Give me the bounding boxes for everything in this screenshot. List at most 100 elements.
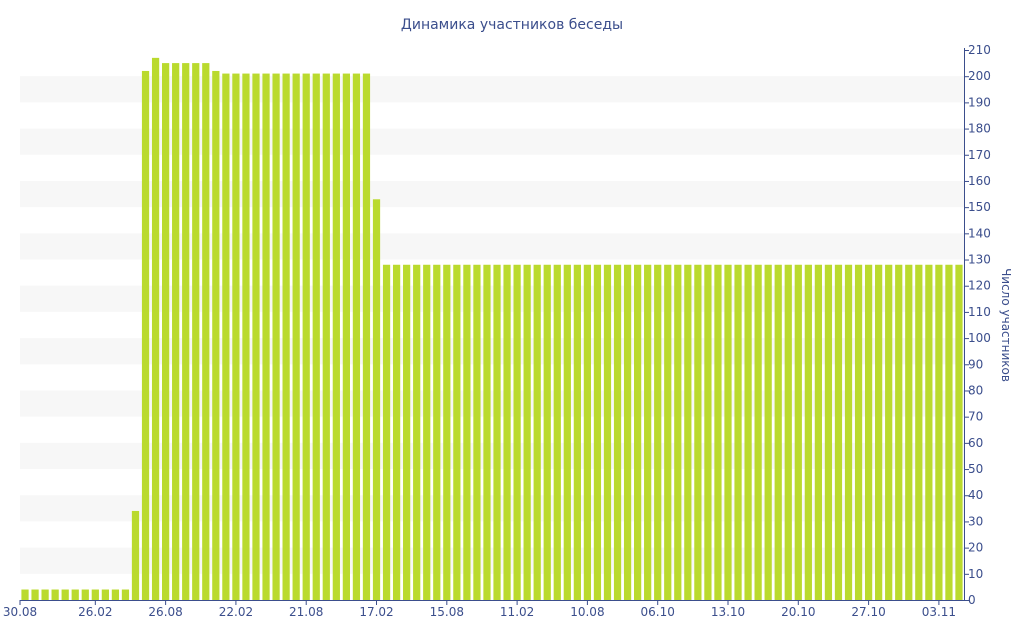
bar [563,264,571,600]
bar [925,264,933,600]
y-tick-label: 10 [968,567,983,581]
bar [714,264,722,600]
bar [684,264,692,600]
y-tick-label: 0 [968,593,976,607]
y-tick-label: 160 [968,174,991,188]
bar [332,73,340,600]
x-axis-ticks: 30.08 26.02 26.08 22.02 21.08 17.02 15.08 11.02… [3,600,956,619]
bar [834,264,843,600]
grid-band [20,76,964,103]
y-tick-label: 80 [968,383,983,397]
y-tick-label: 140 [968,226,991,240]
bar [443,264,451,600]
y-tick-label: 150 [968,200,991,214]
bar [774,264,782,600]
bar-series [21,57,963,601]
bar [523,264,531,600]
bar [573,264,581,600]
bar [764,264,772,600]
y-tick-label: 60 [968,436,983,450]
y-tick-label: 100 [968,331,991,345]
bar [262,73,270,600]
y-tick-label: 200 [968,69,991,83]
y-axis-ticks: 0 10 20 30 40 50 60 70 80 90 100 110 120 130 140 150 160… [964,43,991,607]
y-tick-label: 170 [968,148,991,162]
bar [41,589,49,600]
x-tick-label: 27.10 [851,605,885,619]
bar [613,264,622,600]
y-tick-label: 120 [968,279,991,293]
grid-band [20,285,964,312]
x-tick-label: 26.02 [78,605,112,619]
bar [704,264,712,600]
bar [935,264,943,600]
bar [844,264,853,600]
bar [282,73,290,600]
bar [644,264,652,600]
y-axis-label: Число участников [999,268,1013,382]
bar [342,73,350,600]
y-tick-label: 40 [968,488,983,502]
bar [744,264,752,600]
bar [784,264,792,600]
bar [593,264,602,600]
x-tick-label: 20.10 [781,605,815,619]
x-tick-label: 17.02 [359,605,393,619]
y-tick-label: 50 [968,462,983,476]
bar [403,264,411,600]
y-tick-label: 20 [968,541,983,555]
bar [101,589,109,600]
bar [533,264,541,600]
bar [372,199,381,601]
x-tick-label: 10.08 [570,605,604,619]
bar [945,264,953,600]
bar [31,589,39,600]
y-tick-label: 30 [968,514,983,528]
bar [955,264,963,600]
bar [131,510,140,600]
grid-band [20,495,964,522]
grid-band [20,338,964,365]
y-tick-label: 210 [968,43,991,57]
bar [81,589,89,600]
bar [312,73,320,600]
bar [302,73,310,600]
bar [864,264,873,600]
chart-title: Динамика участников беседы [401,17,623,33]
grid-band [20,442,964,470]
grid-band [20,128,964,155]
bar [121,589,130,600]
bar [915,264,923,600]
bar [623,264,632,600]
bar [423,264,431,600]
grid-bands [20,76,964,574]
bar [382,264,391,600]
bar [172,63,180,601]
bar [212,70,220,600]
bar [292,73,300,600]
bar [322,73,330,600]
x-tick-label: 11.02 [500,605,534,619]
bar [61,589,69,600]
bar [483,264,491,600]
bar [71,589,79,600]
bar [463,264,471,600]
bar [895,264,903,600]
x-tick-label: 06.10 [641,605,675,619]
bar [543,264,551,600]
x-tick-label: 13.10 [711,605,745,619]
x-tick-label: 21.08 [289,605,323,619]
bar [854,264,863,600]
bar [674,264,682,600]
bar [162,63,170,601]
bar [724,264,732,600]
bar [875,264,883,600]
bar [21,589,29,600]
y-tick-label: 70 [968,410,983,424]
bar [824,264,833,600]
bar [603,264,612,600]
y-tick-label: 110 [968,305,991,319]
bar [222,73,230,600]
grid-band [20,547,964,574]
bar [905,264,913,600]
